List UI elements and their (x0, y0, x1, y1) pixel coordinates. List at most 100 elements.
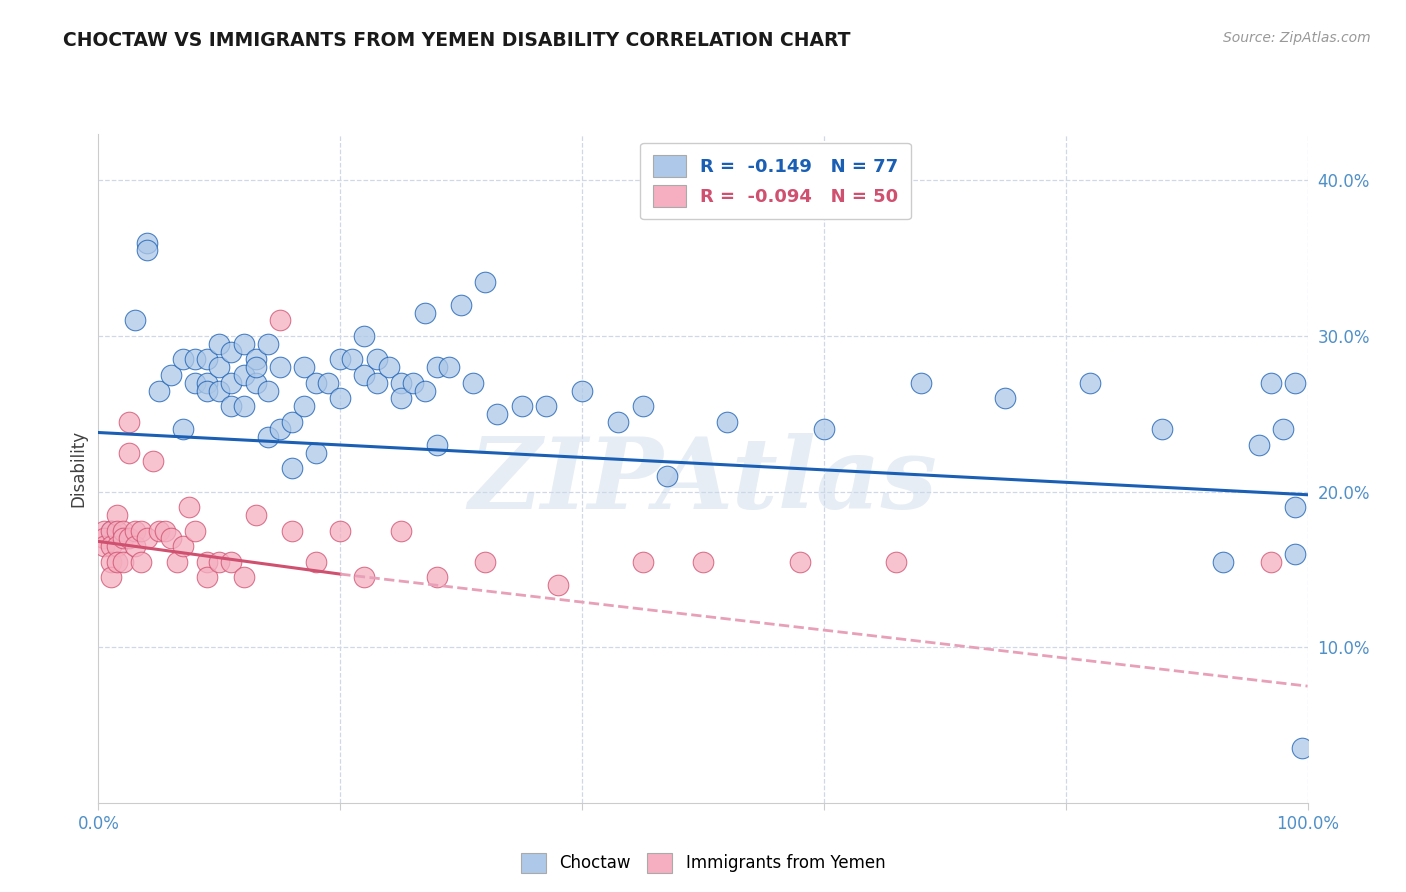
Point (329, 524, 352, 538)
Point (329, 392, 352, 406)
Point (269, 313, 291, 327)
Point (160, 368, 183, 382)
Point (245, 360, 267, 375)
Point (426, 360, 449, 375)
Point (135, 244, 157, 258)
Point (329, 352, 352, 367)
Point (195, 555, 218, 569)
Point (366, 352, 388, 367)
Point (105, 555, 128, 569)
Point (377, 360, 399, 375)
Text: ZIPAtlas: ZIPAtlas (468, 434, 938, 530)
Point (342, 352, 364, 367)
Point (426, 438, 449, 452)
Point (184, 524, 207, 538)
Text: CHOCTAW VS IMMIGRANTS FROM YEMEN DISABILITY CORRELATION CHART: CHOCTAW VS IMMIGRANTS FROM YEMEN DISABIL… (63, 31, 851, 50)
Point (305, 446, 328, 460)
Point (1272, 422, 1295, 436)
Point (208, 384, 231, 398)
Point (413, 384, 436, 398)
Point (172, 352, 194, 367)
Point (148, 384, 170, 398)
Point (281, 524, 304, 538)
Point (389, 524, 412, 538)
Point (510, 399, 533, 413)
Point (366, 376, 388, 390)
Point (1284, 376, 1306, 390)
Y-axis label: Disability: Disability (69, 430, 87, 507)
Point (245, 508, 267, 522)
Point (1152, 422, 1174, 436)
Point (413, 306, 436, 320)
Point (184, 376, 207, 390)
Point (118, 531, 141, 545)
Point (118, 446, 141, 460)
Point (105, 539, 128, 553)
Point (256, 430, 278, 444)
Point (474, 555, 496, 569)
Point (208, 336, 231, 351)
Point (232, 368, 254, 382)
Point (692, 555, 714, 569)
Point (886, 555, 908, 569)
Point (105, 524, 128, 538)
Point (93, 539, 115, 553)
Point (93, 524, 115, 538)
Point (172, 422, 194, 436)
Point (100, 524, 122, 538)
Point (437, 360, 460, 375)
Point (221, 344, 243, 359)
Point (142, 453, 165, 467)
Point (269, 422, 291, 436)
Point (292, 360, 315, 375)
Point (281, 415, 304, 429)
Point (994, 392, 1017, 406)
Point (195, 384, 218, 398)
Point (1260, 555, 1282, 569)
Point (111, 524, 134, 538)
Point (124, 524, 146, 538)
Point (153, 524, 176, 538)
Point (910, 376, 932, 390)
Point (232, 399, 254, 413)
Point (631, 555, 654, 569)
Point (1078, 376, 1101, 390)
Point (245, 352, 267, 367)
Point (93, 531, 115, 545)
Point (111, 531, 134, 545)
Point (148, 524, 170, 538)
Point (195, 570, 218, 584)
Point (124, 539, 146, 553)
Point (281, 461, 304, 475)
Point (450, 298, 472, 312)
Point (571, 384, 593, 398)
Point (100, 539, 122, 553)
Text: Source: ZipAtlas.com: Source: ZipAtlas.com (1223, 31, 1371, 45)
Point (1260, 376, 1282, 390)
Point (402, 376, 425, 390)
Point (1212, 555, 1234, 569)
Point (1291, 741, 1313, 756)
Point (172, 539, 194, 553)
Legend: Choctaw, Immigrants from Yemen: Choctaw, Immigrants from Yemen (515, 847, 891, 880)
Point (135, 531, 157, 545)
Point (256, 384, 278, 398)
Point (305, 376, 328, 390)
Point (292, 399, 315, 413)
Point (631, 399, 654, 413)
Point (316, 376, 339, 390)
Point (124, 313, 146, 327)
Point (111, 555, 134, 569)
Legend: R =  -0.149   N = 77, R =  -0.094   N = 50: R = -0.149 N = 77, R = -0.094 N = 50 (640, 143, 911, 219)
Point (100, 570, 122, 584)
Point (813, 422, 835, 436)
Point (208, 360, 231, 375)
Point (129, 524, 152, 538)
Point (232, 336, 254, 351)
Point (221, 376, 243, 390)
Point (655, 469, 678, 483)
Point (486, 407, 509, 421)
Point (1284, 547, 1306, 561)
Point (1284, 500, 1306, 515)
Point (256, 336, 278, 351)
